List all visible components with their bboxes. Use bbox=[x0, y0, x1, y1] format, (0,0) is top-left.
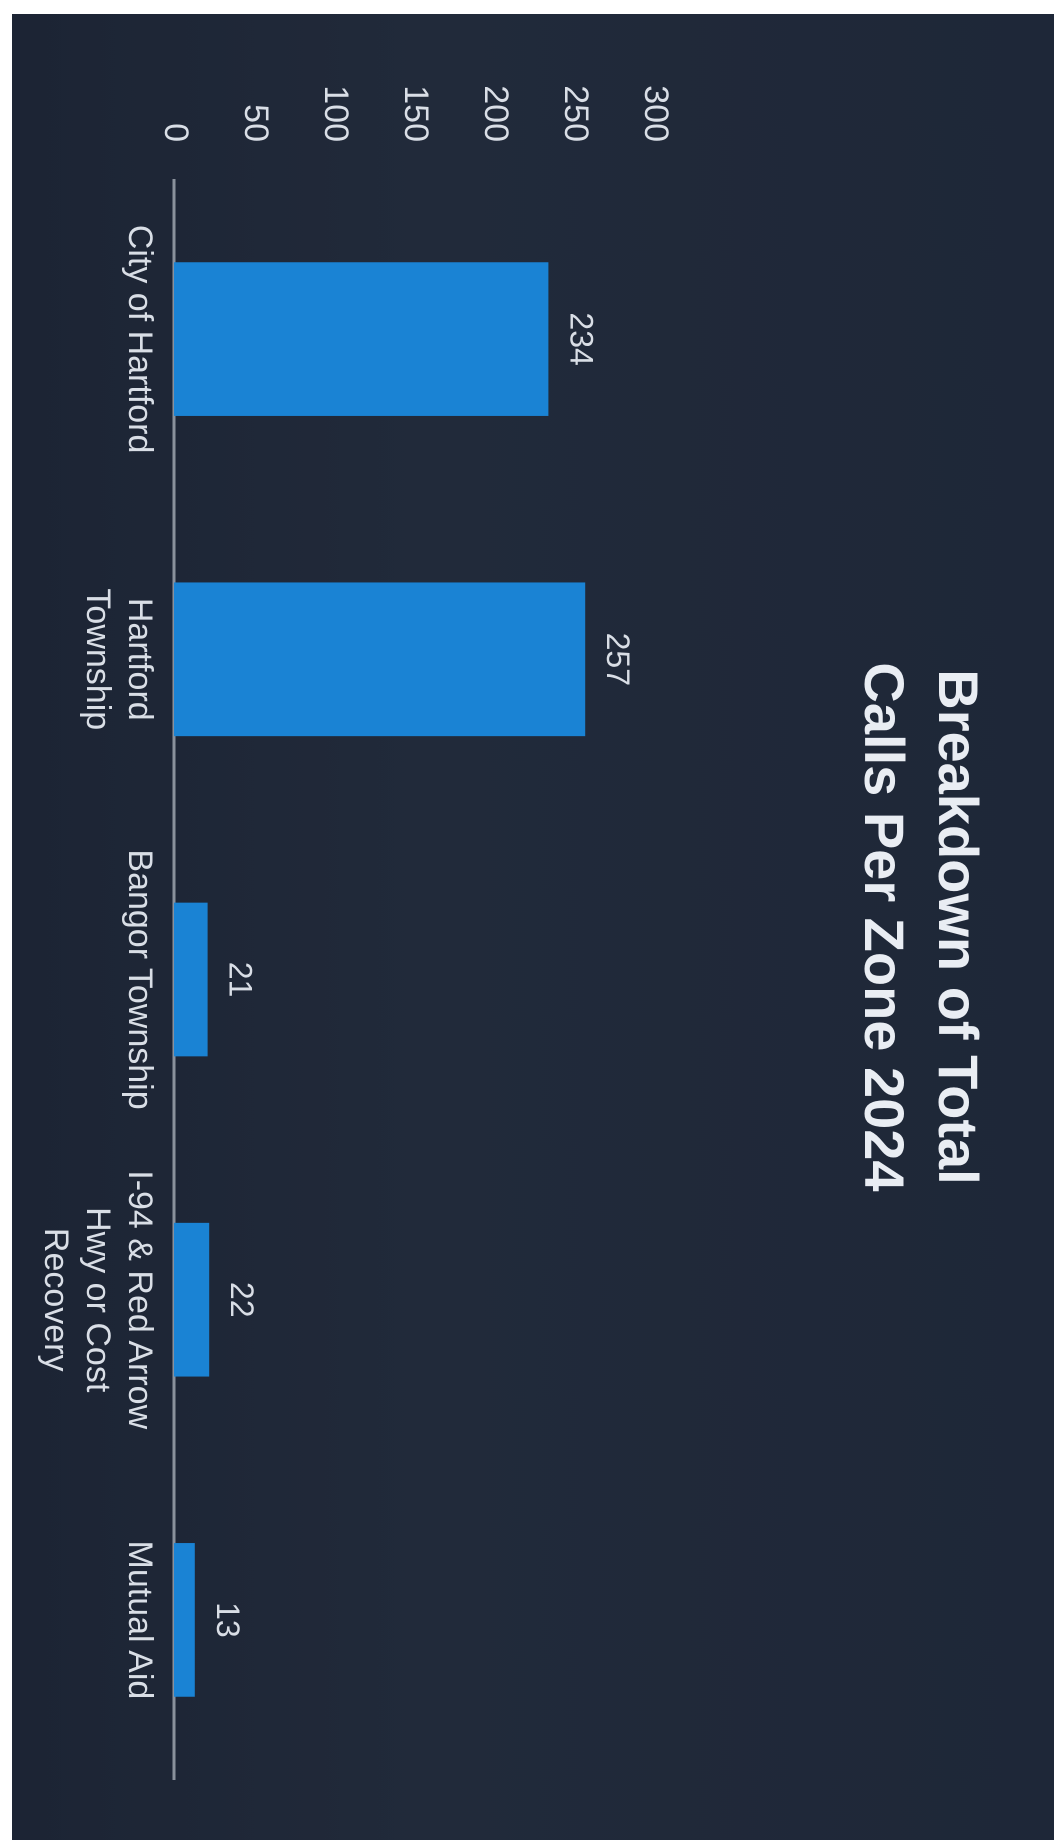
bar-4 bbox=[173, 1543, 195, 1697]
y-tick-label: 0 bbox=[157, 123, 195, 142]
category-label: Mutual Aid bbox=[121, 1541, 159, 1700]
chart-title-line: Breakdown of Total bbox=[927, 669, 990, 1184]
category-label: Hwy or Cost bbox=[79, 1207, 117, 1393]
bar-2 bbox=[173, 902, 208, 1057]
category-label: Township bbox=[79, 588, 117, 730]
data-label: 13 bbox=[210, 1602, 246, 1638]
bar-1 bbox=[174, 582, 586, 737]
chart-canvas: Breakdown of Total Calls Per Zone 2024 0 50… bbox=[12, 14, 1054, 1840]
category-label: Recovery bbox=[37, 1228, 75, 1372]
category-label: I-94 & Red Arrow bbox=[121, 1170, 159, 1429]
y-tick-label: 200 bbox=[477, 85, 515, 142]
chart-title-line: Calls Per Zone 2024 bbox=[853, 662, 916, 1191]
data-label: 22 bbox=[224, 1282, 260, 1318]
data-label: 257 bbox=[600, 633, 636, 686]
y-tick-label: 250 bbox=[557, 85, 595, 142]
data-label: 234 bbox=[563, 312, 599, 365]
y-tick-label: 50 bbox=[237, 104, 275, 142]
y-tick-label: 300 bbox=[637, 85, 675, 142]
data-label: 21 bbox=[223, 962, 259, 998]
bar-3 bbox=[174, 1222, 210, 1377]
category-label: Bangor Township bbox=[121, 849, 159, 1109]
category-label: City of Hartford bbox=[121, 225, 159, 454]
bar-0 bbox=[174, 262, 549, 416]
category-label: Hartford bbox=[121, 598, 159, 721]
y-tick-label: 150 bbox=[397, 85, 435, 142]
y-tick-label: 100 bbox=[317, 85, 355, 142]
